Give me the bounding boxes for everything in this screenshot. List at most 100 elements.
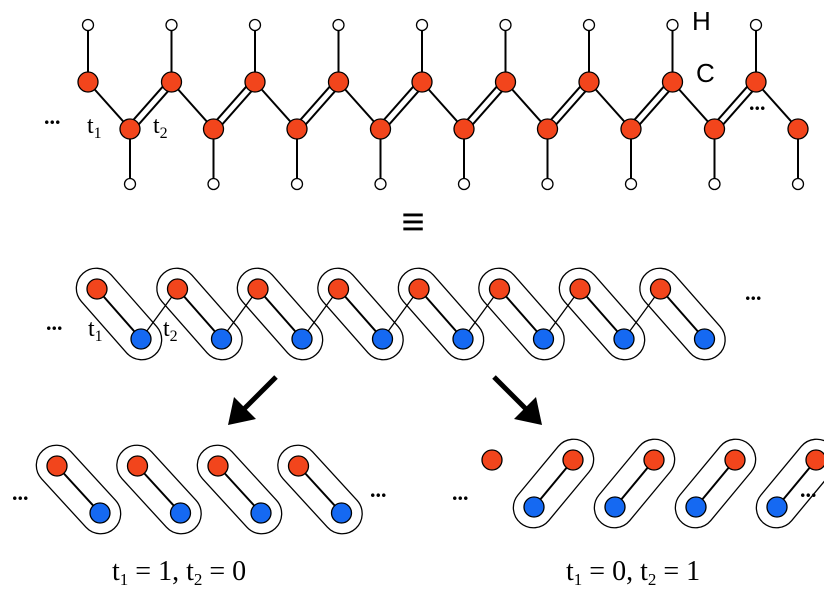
hydrogen-atom (666, 18, 679, 32)
a-site (569, 278, 591, 300)
intra-cell-bond (579, 288, 625, 340)
ellipsis-top-left: ... (44, 104, 61, 129)
ssh-dimer-chain (75, 267, 726, 361)
double-bond-line (298, 83, 342, 132)
double-bond-line (215, 83, 259, 132)
dimer-outline (116, 444, 202, 535)
t1-label-top: t1 (87, 113, 102, 142)
dimer-outline (277, 444, 363, 535)
intra-cell-bond (96, 288, 142, 340)
carbon-atom (286, 118, 308, 140)
b-site (523, 496, 545, 518)
double-bond-line (711, 79, 755, 128)
hydrogen-atom (582, 18, 596, 32)
carbon-atom (327, 71, 350, 93)
dimer-outline (558, 267, 646, 361)
double-bond-line (716, 83, 760, 132)
hydrogen-atom (749, 18, 763, 32)
double-bond-line (549, 83, 593, 132)
a-site (46, 455, 68, 477)
a-site (408, 278, 430, 300)
hydrogen-atom (457, 177, 471, 191)
hydrogen-atom (791, 177, 805, 191)
intra-cell-bond (176, 288, 223, 340)
t2-label-mid: t2 (163, 316, 178, 345)
a-site (126, 455, 149, 477)
hydrogen-atom (123, 177, 137, 191)
caption-topological: t1 = 0, t2 = 1 (566, 556, 701, 589)
arrow-left (228, 375, 278, 425)
b-site (371, 328, 394, 350)
dimer-outline (35, 444, 122, 535)
dimer-outline (75, 267, 163, 361)
intra-cell-bond (418, 288, 464, 340)
double-bond-line (382, 83, 426, 132)
b-site (532, 328, 555, 350)
ellipsis-bottom-right-right: ... (800, 477, 817, 502)
dimer-outline (156, 267, 243, 361)
dimer-outline (317, 267, 404, 361)
b-site (330, 502, 353, 524)
dimer-outline (196, 444, 283, 535)
dimer-outline (593, 438, 676, 529)
double-bond-line (126, 79, 170, 128)
carbon-atom (536, 118, 559, 140)
hydrogen-atom (624, 177, 638, 191)
arrow-right (492, 375, 542, 425)
carbon-atom (494, 71, 517, 93)
double-bond-line (544, 79, 588, 128)
double-bond-line (131, 83, 175, 132)
dimer-outline (674, 438, 757, 529)
carbon-atom (160, 71, 183, 93)
b-site (169, 502, 192, 524)
b-site (250, 502, 272, 524)
carbon-atom (369, 118, 392, 140)
a-site (207, 455, 229, 477)
b-site (693, 328, 716, 350)
a-site (724, 449, 746, 471)
t2-label-top: t2 (153, 113, 168, 142)
carbon-atom (787, 118, 809, 140)
double-bond-line (465, 83, 509, 132)
hydrogen-atom (290, 177, 304, 191)
b-site (130, 328, 152, 350)
b-site (685, 496, 707, 518)
b-site (613, 328, 635, 350)
double-bond-line (627, 79, 671, 128)
hydrogen-atom (541, 177, 554, 191)
hydrogen-atom (708, 177, 721, 191)
b-site (210, 328, 233, 350)
a-site (166, 278, 189, 300)
a-site (488, 278, 511, 300)
a-site (805, 449, 824, 471)
ellipsis-mid-right: ... (745, 280, 762, 305)
caption-trivial: t1 = 1, t2 = 0 (112, 556, 247, 589)
hydrogen-label: H (692, 6, 711, 36)
dimer-outline (512, 438, 595, 529)
a-site (327, 278, 350, 300)
hydrogen-atom (207, 177, 220, 191)
carbon-atom (453, 118, 475, 140)
a-site (287, 455, 310, 477)
b-site (291, 328, 313, 350)
double-bond-line (293, 79, 337, 128)
intra-cell-bond (659, 288, 706, 340)
b-site (766, 496, 788, 518)
carbon-atom (411, 71, 433, 93)
carbon-atom (578, 71, 600, 93)
equivalence-sign: ≡ (401, 200, 424, 244)
hydrogen-atom (248, 18, 262, 32)
carbon-atom (620, 118, 642, 140)
double-bond-line (210, 79, 254, 128)
t1-label-mid: t1 (88, 316, 103, 345)
dimer-outline (397, 267, 485, 361)
ellipsis-bottom-left-right: ... (370, 477, 387, 502)
intra-cell-bond (337, 288, 384, 340)
carbon-label: C (696, 58, 715, 88)
ellipsis-bottom-right-left: ... (452, 480, 469, 505)
hydrogen-atom (415, 18, 429, 32)
ellipsis-top-right: ... (749, 90, 766, 115)
carbon-atom (119, 118, 141, 140)
carbon-atom (661, 71, 684, 93)
